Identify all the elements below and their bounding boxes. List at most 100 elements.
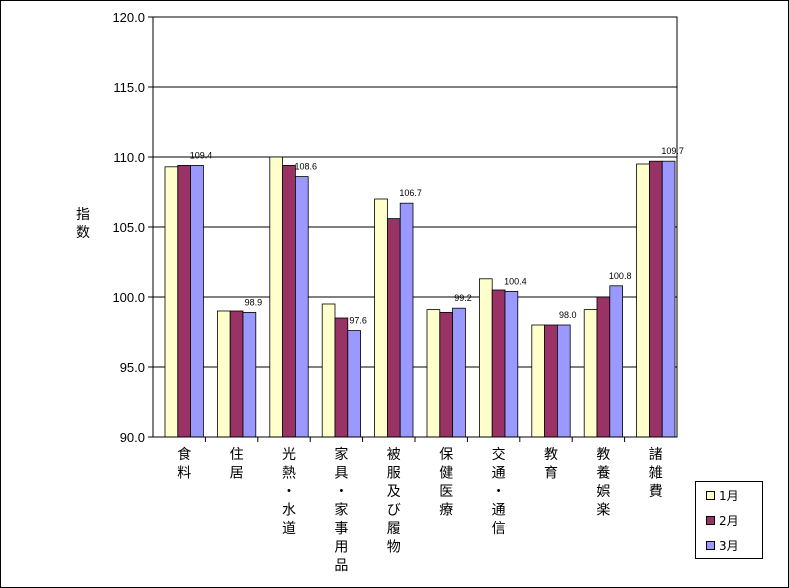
svg-text:家: 家 [334,446,348,463]
y-tick-label: 110.0 [113,150,145,165]
axes [148,16,678,442]
svg-text:医: 医 [439,484,453,500]
y-tick-label: 95.0 [120,360,145,375]
bar-2-1 [177,164,192,438]
bar-3-8 [557,324,571,438]
svg-text:及: 及 [387,484,401,500]
bar-1-6 [426,309,441,438]
y-tick-label: 100.0 [112,290,145,305]
svg-text:費: 費 [649,484,663,500]
data-label: 106.7 [399,188,422,198]
svg-text:家: 家 [334,502,348,519]
svg-text:交: 交 [492,446,506,463]
svg-text:数: 数 [76,225,90,241]
svg-text:料: 料 [177,466,191,482]
legend-label-3: 3月 [719,538,739,553]
y-tick-label: 120.0 [112,10,145,25]
bar-2-4 [334,317,349,438]
bar-2-6 [439,311,453,438]
bar-2-7 [491,289,506,438]
bar-3-10 [661,160,676,438]
bar-3-7 [504,290,519,438]
svg-text:通: 通 [492,466,506,482]
bar-3-6 [452,307,466,438]
legend-swatch-1 [706,490,715,500]
bar-2-2 [229,310,244,438]
bar-2-10 [649,160,663,438]
svg-text:履: 履 [387,521,401,537]
legend-item-2: 2月 [706,513,739,528]
svg-text:住: 住 [230,447,244,463]
svg-text:信: 信 [492,521,506,537]
bar-3-3 [294,176,309,438]
svg-text:・: ・ [282,484,296,500]
svg-text:雑: 雑 [649,466,663,482]
svg-text:教: 教 [544,447,558,463]
data-label: 99.2 [454,293,472,303]
bar-1-7 [478,278,493,438]
svg-text:道: 道 [282,521,296,537]
category-label: 交通・通信 [492,446,506,537]
svg-text:・: ・ [492,484,506,500]
legend-item-1: 1月 [706,488,739,503]
bar-1-3 [269,156,283,438]
data-label: 97.6 [349,316,367,326]
data-label: 100.8 [609,271,632,281]
y-tick-labels: 120.0 115.0 110.0 105.0 100.0 95.0 90.0 [112,10,145,445]
y-axis-title: 指数 [76,207,90,241]
svg-text:服: 服 [387,466,401,482]
svg-text:養: 養 [596,465,610,482]
legend-label-1: 1月 [719,488,739,503]
svg-text:被: 被 [387,447,401,463]
bar-1-10 [636,163,650,438]
data-label: 108.6 [295,162,318,172]
svg-text:通: 通 [492,503,506,519]
svg-text:物: 物 [387,540,401,556]
svg-text:・: ・ [334,484,348,500]
svg-text:具: 具 [334,466,348,482]
category-label: 諸雑費 [649,447,663,500]
svg-text:指: 指 [76,207,90,223]
bar-3-5 [399,202,414,438]
svg-text:教: 教 [596,447,610,463]
bar-3-9 [609,285,623,438]
legend-swatch-3 [706,540,715,550]
bar-3-4 [347,330,361,438]
svg-text:保: 保 [439,447,453,463]
svg-text:健: 健 [439,466,453,482]
svg-text:水: 水 [282,503,296,519]
bar-1-2 [216,310,231,438]
bar-2-3 [282,164,296,438]
y-tick-label: 105.0 [112,220,145,235]
category-label: 教育 [544,447,558,482]
data-label: 109.4 [190,150,213,160]
data-label: 109.7 [661,146,684,156]
data-label: 98.9 [245,297,263,307]
bar-3-1 [190,164,204,438]
svg-text:び: び [387,503,401,519]
data-label: 98.0 [559,310,577,320]
bar-1-1 [164,166,179,438]
svg-text:品: 品 [334,558,348,574]
svg-text:楽: 楽 [596,503,610,519]
bar-2-9 [596,296,611,438]
bar-3-2 [242,311,257,438]
svg-text:事: 事 [334,521,348,537]
svg-text:食: 食 [177,446,191,463]
bar-2-8 [544,324,558,438]
legend: 1月 2月 3月 [695,481,763,559]
y-tick-label: 90.0 [120,430,145,445]
svg-text:療: 療 [439,502,453,519]
legend-swatch-2 [706,515,715,525]
svg-text:熱: 熱 [282,466,296,482]
legend-label-2: 2月 [719,513,739,528]
category-label: 光熱・水道 [282,447,296,537]
category-label: 住居 [230,447,244,482]
